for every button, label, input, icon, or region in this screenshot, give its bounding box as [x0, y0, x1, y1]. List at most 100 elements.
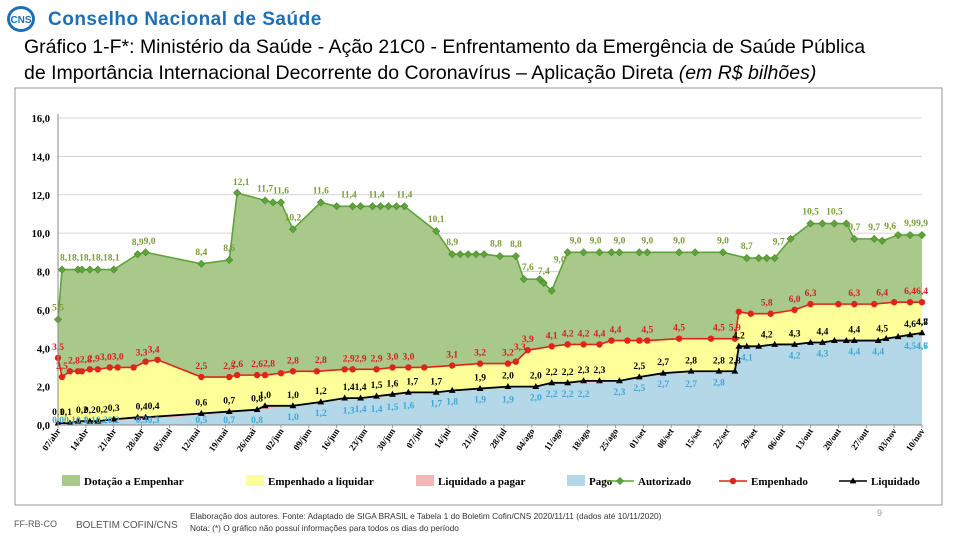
data-label-liquidado: 2,2	[562, 368, 574, 378]
data-label-pago: 0,2	[96, 416, 108, 426]
marker-liquidado	[659, 369, 667, 376]
data-label-pago: 0,8	[251, 416, 263, 426]
data-label-autorizado: 8,4	[195, 248, 207, 258]
data-label-liquidado: 4,7	[916, 318, 928, 328]
marker-empenhado	[890, 299, 898, 306]
marker-empenhado	[142, 358, 149, 365]
x-tick-label: 21/abr	[96, 426, 119, 452]
legend-item: Autorizado	[606, 476, 692, 488]
data-label-pago: 1,9	[474, 396, 486, 406]
data-label-pago: 1,9	[502, 396, 514, 406]
legend-label: Liquidado a pagar	[438, 476, 526, 488]
data-label-pago: 4,4	[872, 348, 884, 358]
marker-empenhado	[835, 300, 842, 308]
marker-autorizado	[691, 248, 700, 257]
data-label-liquidado: 0,2	[84, 406, 96, 416]
marker-autorizado	[472, 250, 481, 259]
data-label-liquidado: 1,5	[371, 381, 383, 391]
legend-item: Empenhado	[719, 476, 808, 488]
marker-liquidado	[448, 386, 456, 393]
legend-swatch	[62, 475, 80, 486]
x-tick-label: 14/abr	[68, 426, 91, 452]
marker-autorizado	[635, 248, 644, 257]
marker-autorizado	[878, 236, 887, 245]
data-label-liquidado: 2,0	[530, 372, 542, 382]
marker-autorizado	[535, 275, 544, 284]
data-label-empenhado: 2,8	[68, 356, 80, 366]
marker-autorizado	[742, 254, 751, 263]
marker-liquidado	[389, 390, 396, 397]
marker-empenhado	[735, 308, 743, 315]
data-label-empenhado: 2,9	[371, 354, 383, 364]
data-label-autorizado: 9,7	[868, 223, 880, 233]
marker-liquidado	[918, 329, 926, 336]
data-label-pago: 4,4	[848, 348, 860, 358]
marker-autorizado	[93, 265, 102, 274]
marker-empenhado	[807, 300, 814, 308]
marker-autorizado	[268, 198, 278, 207]
marker-autorizado	[770, 254, 779, 263]
data-label-autorizado: 12,1	[233, 178, 250, 188]
marker-empenhado	[405, 364, 412, 371]
marker-empenhado	[707, 335, 715, 342]
marker-autorizado	[448, 250, 457, 259]
data-label-liquidado: 1,0	[259, 391, 271, 401]
marker-autorizado	[539, 278, 548, 288]
data-label-autorizado: 9,7	[848, 223, 860, 233]
x-tick-label: 28/abr	[124, 426, 147, 452]
marker-empenhado	[78, 368, 86, 375]
marker-autorizado	[85, 265, 94, 274]
data-label-empenhado: 6,3	[805, 289, 817, 299]
legend-swatch-marker	[615, 476, 625, 486]
data-label-empenhado: 6,4	[916, 287, 928, 297]
data-label-liquidado: 2,3	[578, 366, 590, 376]
data-label-liquidado: 2,0	[502, 372, 514, 382]
data-label-pago: 0,1	[76, 416, 88, 426]
marker-empenhado	[86, 366, 94, 373]
data-label-pago: 1,5	[387, 403, 399, 413]
data-label-liquidado: 0,3	[108, 404, 120, 414]
marker-empenhado	[596, 341, 603, 348]
marker-empenhado	[476, 360, 484, 367]
legend-item: Dotação a Empenhar	[62, 475, 184, 488]
x-tick-label: 04/ago	[514, 426, 537, 453]
data-label-empenhado: 6,3	[848, 289, 860, 299]
marker-empenhado	[731, 335, 739, 342]
data-label-pago: 0,3	[148, 416, 160, 426]
x-tick-label: 14/jul	[432, 426, 453, 450]
y-tick-label: 16,0	[32, 114, 50, 125]
marker-empenhado	[871, 300, 878, 308]
x-tick-label: 09/jun	[291, 426, 313, 452]
data-label-liquidado: 2,2	[546, 368, 558, 378]
x-tick-label: 16/jun	[319, 426, 341, 452]
data-label-empenhado: 2,9	[343, 354, 355, 364]
marker-autorizado	[376, 202, 385, 211]
legend-item: Liquidado	[839, 476, 920, 488]
y-tick-label: 2,0	[37, 383, 50, 394]
marker-empenhado	[564, 341, 571, 348]
legend-item: Liquidado a pagar	[416, 475, 526, 488]
marker-liquidado	[373, 392, 380, 399]
marker-empenhado	[389, 364, 396, 371]
marker-liquidado	[504, 383, 512, 390]
data-label-autorizado: 8,9	[132, 238, 144, 248]
marker-autorizado	[754, 254, 763, 263]
marker-liquidado	[743, 342, 751, 349]
data-label-empenhado: 5,9	[729, 324, 741, 334]
marker-autorizado	[464, 250, 473, 259]
data-label-pago: 4,2	[789, 351, 801, 361]
marker-autorizado	[384, 202, 393, 211]
marker-liquidado	[731, 367, 739, 374]
x-tick-label: 25/ago	[598, 426, 621, 453]
chart-title-line-2-main: de Importância Internacional Decorrente …	[24, 62, 679, 84]
data-label-autorizado: 11,4	[368, 190, 384, 200]
legend-label: Liquidado	[871, 476, 920, 488]
marker-empenhado	[198, 373, 205, 381]
data-label-liquidado: 0,4	[148, 402, 160, 412]
chart-title-line-1: Gráfico 1-F*: Ministério da Saúde - Ação…	[24, 36, 866, 58]
data-label-liquidado: 4,8	[916, 318, 928, 328]
marker-liquidado	[616, 377, 623, 384]
marker-liquidado	[771, 340, 779, 347]
data-label-autorizado: 9,0	[613, 236, 625, 246]
x-tick-label: 27/out	[849, 426, 871, 451]
